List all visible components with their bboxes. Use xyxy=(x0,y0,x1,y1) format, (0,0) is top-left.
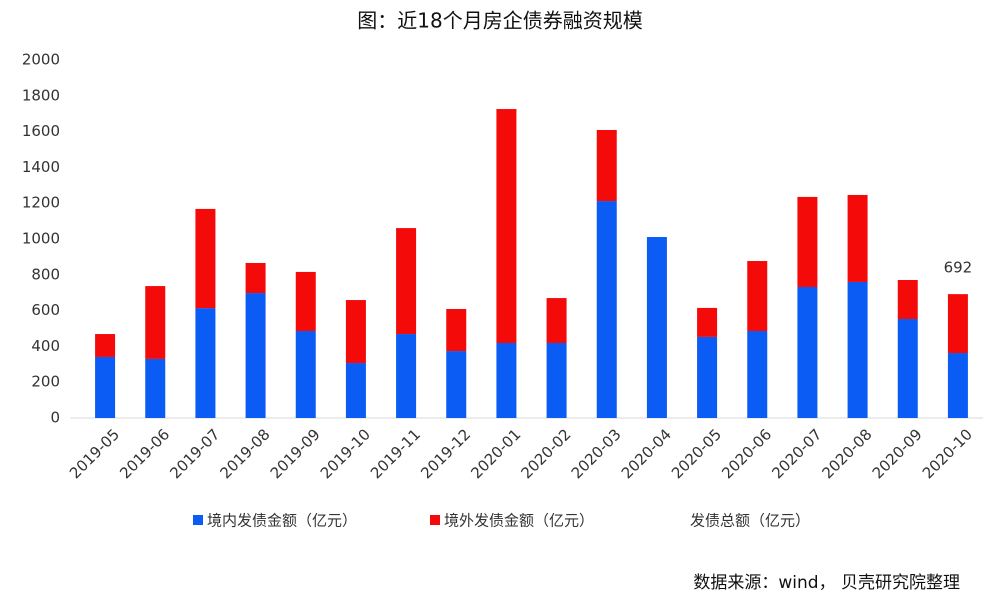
bar-segment xyxy=(947,294,968,354)
y-tick-label: 0 xyxy=(50,409,60,427)
y-tick-label: 1800 xyxy=(22,86,60,104)
bar-segment xyxy=(245,262,266,294)
y-tick-label: 1400 xyxy=(22,158,60,176)
y-tick-label: 1200 xyxy=(22,194,60,212)
x-tick-label: 2020-07 xyxy=(768,425,825,482)
bar-segment xyxy=(847,281,868,418)
x-tick-label: 2020-10 xyxy=(919,425,976,482)
x-tick-label: 2019-08 xyxy=(217,425,274,482)
y-tick-label: 400 xyxy=(31,337,60,355)
x-tick-label: 2020-04 xyxy=(618,425,675,482)
x-tick-label: 2020-09 xyxy=(869,425,926,482)
bar-segment xyxy=(195,308,216,418)
bar-segment xyxy=(496,342,517,418)
legend-label: 境内发债金额（亿元） xyxy=(207,512,357,530)
bar-segment xyxy=(396,228,417,335)
bar-segment xyxy=(145,286,166,359)
x-tick-label: 2019-09 xyxy=(267,425,324,482)
bar-segment xyxy=(747,261,768,332)
bar-segment xyxy=(546,298,567,343)
bar-segment xyxy=(546,342,567,418)
bar-segment xyxy=(797,286,818,418)
bar-segment xyxy=(345,300,366,364)
bar-segment xyxy=(596,201,617,418)
x-tick-label: 2019-12 xyxy=(417,425,474,482)
source-note: 数据来源：wind， 贝壳研究院整理 xyxy=(693,573,960,593)
bar-segment xyxy=(295,331,316,418)
x-tick-label: 2020-03 xyxy=(568,425,625,482)
chart-title: 图：近18个月房企债券融资规模 xyxy=(357,9,642,33)
bar-segment xyxy=(747,331,768,418)
legend-swatch xyxy=(193,515,203,525)
bar-segment xyxy=(95,334,116,357)
x-tick-label: 2019-07 xyxy=(166,425,223,482)
y-tick-label: 2000 xyxy=(22,51,60,69)
x-tick-label: 2020-06 xyxy=(718,425,775,482)
x-tick-label: 2020-05 xyxy=(668,425,725,482)
bar-segment xyxy=(245,293,266,418)
bar-segment xyxy=(697,307,718,337)
bar-segment xyxy=(446,308,467,352)
y-tick-label: 200 xyxy=(31,373,60,391)
bar-segment xyxy=(947,353,968,418)
y-tick-label: 1600 xyxy=(22,122,60,140)
x-tick-label: 2020-02 xyxy=(518,425,575,482)
legend-label: 发债总额（亿元） xyxy=(690,512,810,530)
bar-segment xyxy=(596,129,617,202)
bar-segment xyxy=(897,279,918,320)
bar-segment xyxy=(496,109,517,343)
bar-segment xyxy=(446,351,467,418)
x-tick-label: 2019-10 xyxy=(317,425,374,482)
bar-segment xyxy=(195,208,216,309)
bar-segment xyxy=(396,334,417,418)
x-tick-label: 2020-01 xyxy=(467,425,524,482)
x-tick-label: 2020-08 xyxy=(819,425,876,482)
legend-swatch xyxy=(430,515,440,525)
bar-segment xyxy=(95,356,116,418)
bar-segment xyxy=(345,363,366,418)
legend-label: 境外发债金额（亿元） xyxy=(444,512,594,530)
bar-segment xyxy=(646,237,667,418)
bar-segment xyxy=(145,358,166,418)
bar-segment xyxy=(797,196,818,287)
y-tick-label: 1000 xyxy=(22,230,60,248)
y-tick-label: 800 xyxy=(31,265,60,283)
x-tick-label: 2019-05 xyxy=(66,425,123,482)
bar-segment xyxy=(295,271,316,332)
bar-segment xyxy=(847,194,868,282)
bar-segment xyxy=(697,336,718,418)
data-label: 692 xyxy=(944,259,973,277)
x-tick-label: 2019-06 xyxy=(116,425,173,482)
y-tick-label: 600 xyxy=(31,301,60,319)
bar-segment xyxy=(897,319,918,418)
x-tick-label: 2019-11 xyxy=(367,425,424,482)
